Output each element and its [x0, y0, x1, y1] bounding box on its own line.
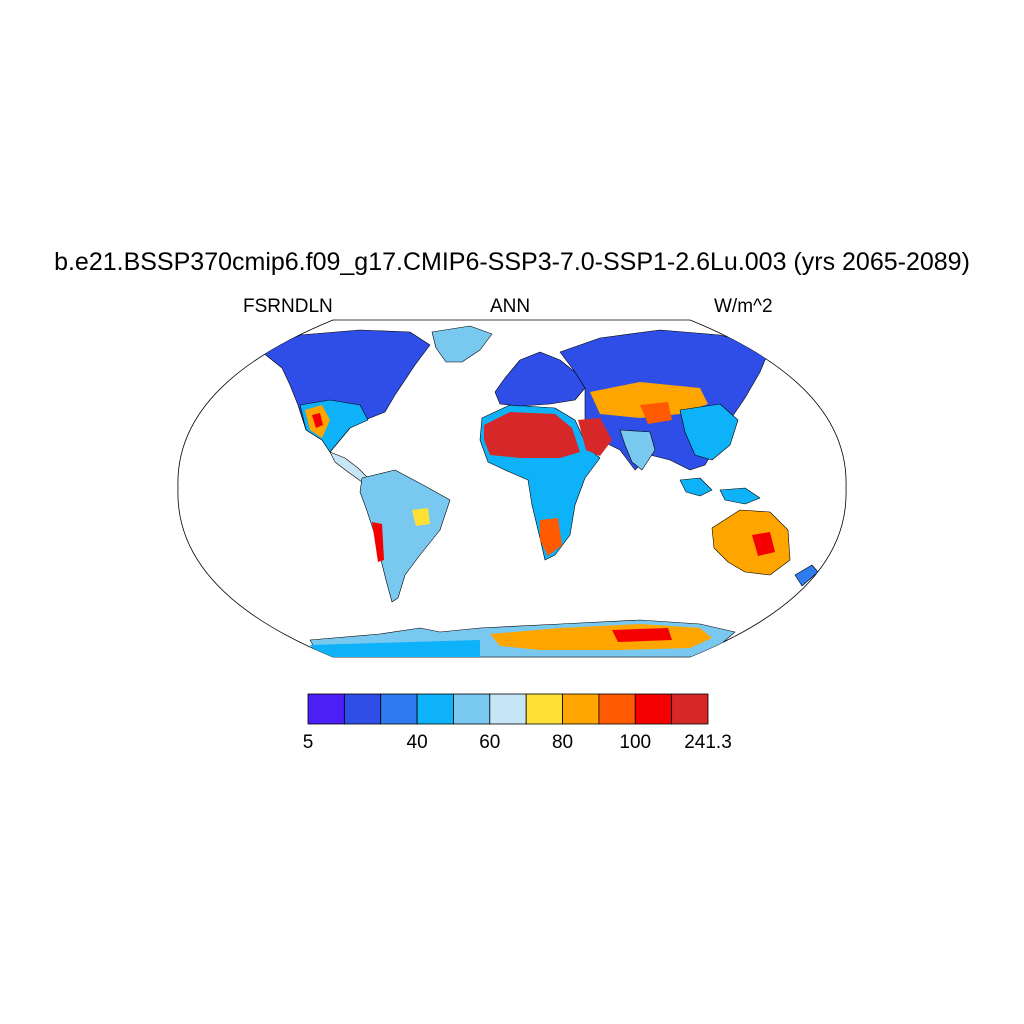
colorbar-tick-label: 60 — [479, 732, 500, 753]
colorbar-tick-label: 5 — [303, 732, 314, 753]
colorbar-swatch — [380, 693, 418, 725]
map-title: b.e21.BSSP370cmip6.f09_g17.CMIP6-SSP3-7.… — [54, 248, 970, 276]
sea-islands — [679, 477, 713, 497]
sahara-hot — [484, 412, 580, 458]
sea-islands-2 — [719, 487, 761, 505]
south-america-land — [359, 469, 451, 603]
colorbar-swatch — [489, 693, 527, 725]
south-africa-warm — [540, 518, 562, 556]
colorbar-swatch — [562, 693, 600, 725]
colorbar-swatch — [343, 693, 382, 725]
north-america-west-core — [312, 413, 323, 428]
antarctica-hot — [612, 628, 672, 642]
colorbar-swatch — [634, 693, 673, 725]
colorbar-swatch — [453, 693, 491, 725]
india-land — [619, 429, 656, 471]
tibet-hot — [640, 402, 672, 424]
colorbar-swatch — [671, 693, 709, 725]
australia-hot — [752, 532, 775, 556]
variable-name: FSRNDLN — [243, 296, 333, 317]
colorbar-swatch — [525, 693, 563, 725]
colorbar-tick-label: 241.3 — [684, 732, 732, 753]
units-label: W/m^2 — [714, 296, 773, 317]
colorbar-swatch — [598, 693, 636, 725]
colorbar: 5 40 60 80 100 241.3 — [303, 693, 732, 753]
antarctica-blue-edge — [310, 640, 480, 657]
arabia-hot — [578, 418, 612, 456]
brazil-warm — [412, 508, 430, 526]
colorbar-tick-label: 80 — [552, 732, 573, 753]
central-asia-warm — [590, 382, 708, 418]
australia-land — [711, 509, 791, 576]
greenland-land — [431, 325, 493, 363]
andes-hot — [372, 522, 384, 562]
colorbar-swatch — [307, 693, 345, 725]
colorbar-tick-label: 100 — [619, 732, 651, 753]
colorbar-swatch — [416, 693, 454, 725]
season-label: ANN — [490, 296, 531, 317]
east-asia-land — [679, 403, 739, 461]
colorbar-tick-label: 40 — [407, 732, 428, 753]
